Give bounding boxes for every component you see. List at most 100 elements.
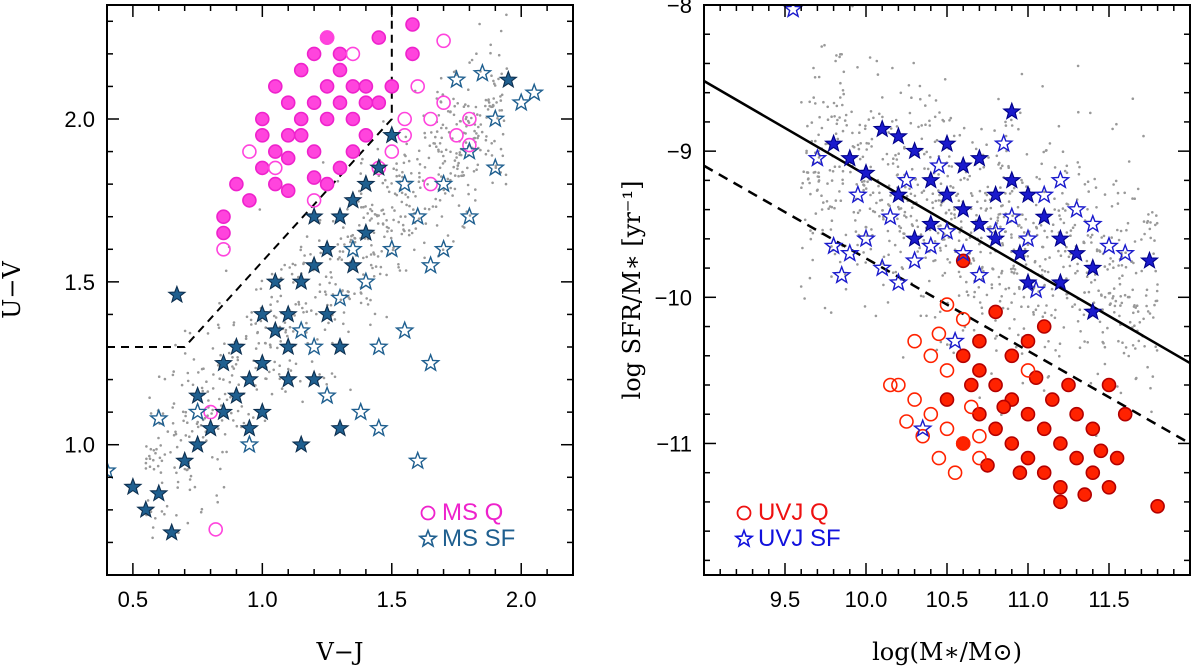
right-background-point — [897, 152, 900, 155]
right-background-point — [1123, 191, 1126, 195]
right-background-point — [1043, 345, 1047, 349]
left-background-point — [160, 510, 164, 513]
left-star-point — [355, 271, 376, 291]
left-background-point — [223, 433, 227, 436]
right-star-point — [1010, 243, 1030, 262]
right-background-point — [1035, 226, 1039, 230]
right-star-point — [823, 235, 844, 255]
left-background-point — [225, 398, 229, 402]
left-background-point — [369, 298, 372, 302]
left-background-point — [435, 130, 439, 133]
left-circle-point — [345, 144, 361, 159]
right-background-point — [1003, 230, 1007, 234]
right-legend-label: UVJ Q — [758, 499, 829, 526]
left-background-point — [453, 104, 457, 108]
left-star-point — [167, 284, 187, 304]
right-background-point — [1048, 142, 1052, 145]
left-star-point — [343, 255, 363, 274]
right-background-point — [863, 127, 867, 131]
left-background-point — [505, 13, 508, 17]
right-background-point — [1133, 304, 1136, 307]
right-circle-point — [1101, 479, 1117, 495]
left-x-tick-label: 2.0 — [506, 587, 537, 612]
left-background-point — [435, 145, 438, 148]
right-star-point — [905, 141, 925, 160]
right-background-point — [939, 203, 943, 207]
right-circle-point — [939, 297, 955, 312]
left-background-point — [416, 157, 419, 161]
left-background-point — [257, 342, 261, 345]
left-background-point — [188, 488, 192, 492]
right-background-point — [1118, 282, 1122, 286]
left-background-point — [427, 156, 431, 160]
left-background-point — [237, 383, 240, 387]
left-background-point — [207, 399, 210, 402]
left-background-point — [192, 358, 196, 361]
right-background-point — [826, 118, 830, 121]
right-circle-point — [1020, 333, 1036, 349]
left-background-point — [334, 283, 337, 286]
right-y-tick-label: −8 — [667, 0, 692, 18]
right-background-point — [989, 217, 993, 221]
right-circle-point — [955, 253, 971, 269]
left-background-point — [458, 153, 462, 157]
right-background-point — [935, 348, 939, 352]
right-background-point — [1068, 264, 1072, 268]
left-background-point — [212, 373, 215, 376]
right-star-point — [985, 228, 1006, 247]
right-star-point — [928, 155, 949, 175]
right-background-point — [1039, 224, 1043, 227]
left-background-point — [395, 162, 398, 165]
right-background-point — [875, 59, 879, 63]
right-background-point — [1122, 351, 1126, 355]
left-background-point — [160, 459, 164, 463]
right-background-point — [1067, 255, 1071, 259]
left-circle-point — [280, 95, 296, 110]
right-background-point — [1057, 209, 1061, 212]
right-background-point — [903, 210, 907, 214]
left-background-point — [489, 43, 493, 47]
left-background-point — [400, 200, 404, 204]
left-background-point — [445, 126, 448, 130]
right-background-point — [1082, 240, 1085, 244]
right-background-point — [856, 211, 860, 215]
left-background-point — [497, 53, 501, 57]
left-background-point — [442, 188, 446, 192]
left-background-point — [464, 141, 468, 144]
right-circle-point — [923, 406, 939, 422]
right-background-point — [878, 191, 881, 195]
left-background-point — [258, 208, 262, 211]
left-background-point — [373, 213, 377, 216]
left-background-point — [283, 321, 287, 324]
right-background-point — [1043, 283, 1046, 287]
left-background-point — [211, 456, 214, 459]
right-background-point — [1013, 268, 1017, 271]
right-background-point — [881, 209, 884, 212]
left-background-point — [405, 203, 408, 207]
left-background-point — [423, 166, 427, 169]
right-background-point — [931, 201, 934, 204]
left-background-point — [475, 52, 478, 55]
left-background-point — [184, 414, 187, 418]
right-background-point — [985, 193, 989, 197]
left-background-point — [376, 255, 380, 258]
left-star-point — [394, 173, 415, 193]
left-background-point — [269, 303, 272, 307]
right-background-point — [1063, 249, 1067, 253]
right-background-point — [966, 293, 970, 297]
left-background-point — [151, 536, 154, 540]
right-background-point — [978, 167, 982, 171]
right-background-point — [908, 111, 912, 115]
left-background-point — [485, 135, 488, 138]
right-background-point — [817, 180, 820, 183]
right-background-point — [916, 183, 920, 187]
right-background-point — [878, 199, 882, 202]
left-background-point — [423, 136, 427, 139]
right-background-point — [1078, 165, 1081, 169]
right-background-point — [828, 205, 832, 208]
right-background-point — [893, 243, 897, 247]
right-background-point — [1071, 226, 1075, 229]
right-background-point — [955, 194, 958, 197]
left-background-point — [374, 265, 378, 268]
